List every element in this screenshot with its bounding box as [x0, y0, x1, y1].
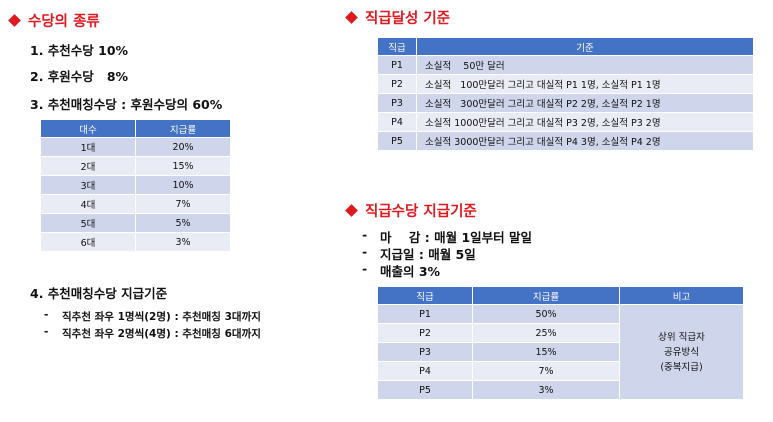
- note-line: (중복지급): [660, 361, 703, 373]
- red-diamond-bullet-icon: [8, 14, 21, 27]
- rank-pay-table: 직급 지급률 비고 P1 50% 상위 직급자 공유방식 (중복지급) P2 2…: [377, 286, 744, 400]
- table-row: P1 소실적 50만 달러: [377, 55, 754, 75]
- table-row: P3 소실적 300만달러 그리고 대실적 P2 2명, 소실적 P2 1명: [377, 93, 754, 113]
- table-header-row: 직급 기준: [377, 37, 754, 56]
- pay-item-payday: - 지급일 : 매월 5일: [362, 244, 476, 263]
- rank-cell: P3: [377, 342, 473, 362]
- rank-cell: P1: [377, 304, 473, 324]
- matching-criteria-text: 직추천 좌우 2명씩(4명) : 추천매칭 6대까지: [62, 328, 261, 340]
- table-row: P5 3%: [377, 380, 744, 400]
- rate-cell: 7%: [472, 361, 620, 381]
- rank-cell: P4: [377, 112, 417, 132]
- pay-item-text: 지급일 : 매월 5일: [380, 247, 476, 262]
- allowance-types-title: 수당의 종류: [8, 10, 100, 31]
- generation-cell: 2대: [40, 156, 136, 176]
- pay-item-text: 매출의 3%: [380, 264, 441, 279]
- pay-item-closing: - 마 감 : 매월 1일부터 말일: [362, 227, 532, 246]
- criteria-cell: 소실적 3000만달러 그리고 대실적 P4 3명, 소실적 P4 2명: [416, 131, 754, 151]
- pay-item-text: 마 감 : 매월 1일부터 말일: [380, 230, 533, 245]
- header-rank: 직급: [377, 37, 417, 56]
- header-generation: 대수: [40, 119, 136, 138]
- note-line: 상위 직급자: [658, 331, 705, 343]
- rank-criteria-title: 직급달성 기준: [345, 7, 450, 28]
- generation-cell: 6대: [40, 232, 136, 252]
- rank-cell: P2: [377, 323, 473, 343]
- rate-cell: 50%: [472, 304, 620, 324]
- rate-cell: 3%: [472, 380, 620, 400]
- table-row: 5대 5%: [40, 213, 231, 233]
- header-criteria: 기준: [416, 37, 754, 56]
- rate-cell: 7%: [135, 194, 231, 214]
- generation-cell: 1대: [40, 137, 136, 157]
- red-diamond-bullet-icon: [345, 204, 358, 217]
- header-rate: 지급률: [472, 286, 620, 305]
- dash-bullet: -: [362, 227, 368, 242]
- criteria-cell: 소실적 100만달러 그리고 대실적 P1 1명, 소실적 P1 1명: [416, 74, 754, 94]
- table-row: P2 25%: [377, 323, 744, 343]
- table-row: 3대 10%: [40, 175, 231, 195]
- generation-cell: 4대: [40, 194, 136, 214]
- allowance-item-3: 3. 추천매칭수당 : 후원수당의 60%: [30, 97, 223, 112]
- table-row: P3 15%: [377, 342, 744, 362]
- rate-cell: 15%: [135, 156, 231, 176]
- rank-pay-title: 직급수당 지급기준: [345, 200, 477, 221]
- rate-cell: 25%: [472, 323, 620, 343]
- rate-cell: 15%: [472, 342, 620, 362]
- generation-cell: 5대: [40, 213, 136, 233]
- rank-cell: P5: [377, 380, 473, 400]
- note-line: 공유방식: [664, 346, 699, 358]
- rank-criteria-table: 직급 기준 P1 소실적 50만 달러 P2 소실적 100만달러 그리고 대실…: [377, 37, 754, 151]
- table-row: 2대 15%: [40, 156, 231, 176]
- rate-cell: 3%: [135, 232, 231, 252]
- rate-cell: 20%: [135, 137, 231, 157]
- rank-cell: P3: [377, 93, 417, 113]
- table-row: 6대 3%: [40, 232, 231, 252]
- rank-pay-title-text: 직급수당 지급기준: [365, 204, 477, 220]
- table-row: P5 소실적 3000만달러 그리고 대실적 P4 3명, 소실적 P4 2명: [377, 131, 754, 151]
- table-header-row: 대수 지급률: [40, 119, 231, 138]
- matching-criteria-text: 직추천 좌우 1명씩(2명) : 추천매칭 3대까지: [62, 311, 261, 323]
- matching-rate-table: 대수 지급률 1대 20% 2대 15% 3대 10% 4대 7% 5대 5% …: [40, 119, 231, 252]
- rank-cell: P1: [377, 55, 417, 75]
- allowance-item-1: 1. 추천수당 10%: [30, 43, 129, 58]
- allowance-item-2: 2. 후원수당 8%: [30, 69, 129, 84]
- table-header-row: 직급 지급률 비고: [377, 286, 744, 305]
- table-row: 4대 7%: [40, 194, 231, 214]
- table-row: P4 7%: [377, 361, 744, 381]
- table-row: 1대 20%: [40, 137, 231, 157]
- matching-criteria-item: - 직추천 좌우 1명씩(2명) : 추천매칭 3대까지: [44, 309, 261, 324]
- criteria-cell: 소실적 1000만달러 그리고 대실적 P3 2명, 소실적 P3 2명: [416, 112, 754, 132]
- header-rank: 직급: [377, 286, 473, 305]
- table-row: P4 소실적 1000만달러 그리고 대실적 P3 2명, 소실적 P3 2명: [377, 112, 754, 132]
- rank-cell: P2: [377, 74, 417, 94]
- pay-item-sales: - 매출의 3%: [362, 261, 440, 280]
- rank-cell: P5: [377, 131, 417, 151]
- rate-cell: 5%: [135, 213, 231, 233]
- header-rate: 지급률: [135, 119, 231, 138]
- generation-cell: 3대: [40, 175, 136, 195]
- dash-bullet: -: [362, 261, 368, 276]
- red-diamond-bullet-icon: [345, 11, 358, 24]
- rank-criteria-title-text: 직급달성 기준: [365, 11, 451, 27]
- dash-bullet: -: [44, 326, 49, 338]
- matching-criteria-title: 4. 추천매칭수당 지급기준: [30, 286, 168, 301]
- rank-cell: P4: [377, 361, 473, 381]
- header-note: 비고: [619, 286, 744, 305]
- dash-bullet: -: [44, 309, 49, 321]
- criteria-cell: 소실적 300만달러 그리고 대실적 P2 2명, 소실적 P2 1명: [416, 93, 754, 113]
- dash-bullet: -: [362, 244, 368, 259]
- table-row: P1 50% 상위 직급자 공유방식 (중복지급): [377, 304, 744, 400]
- allowance-types-title-text: 수당의 종류: [28, 14, 100, 30]
- criteria-cell: 소실적 50만 달러: [416, 55, 754, 75]
- matching-criteria-item: - 직추천 좌우 2명씩(4명) : 추천매칭 6대까지: [44, 326, 261, 341]
- rate-cell: 10%: [135, 175, 231, 195]
- note-cell: 상위 직급자 공유방식 (중복지급): [619, 304, 744, 400]
- table-row: P2 소실적 100만달러 그리고 대실적 P1 1명, 소실적 P1 1명: [377, 74, 754, 94]
